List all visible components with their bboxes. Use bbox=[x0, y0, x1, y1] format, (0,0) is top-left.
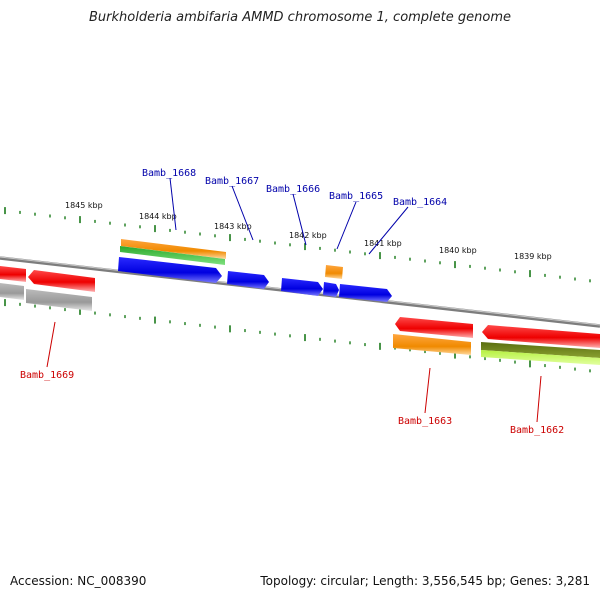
accession-text: Accession: NC_008390 bbox=[10, 574, 147, 588]
gene-bamb-1669-feature[interactable] bbox=[0, 266, 95, 311]
gene-bamb-1665-feature[interactable] bbox=[323, 265, 343, 297]
leader-line-bamb-1668 bbox=[169, 177, 177, 231]
gene-bamb-1666-feature[interactable] bbox=[281, 278, 323, 296]
leader-line-bamb-1663 bbox=[424, 367, 431, 414]
leader-line-bamb-1665 bbox=[336, 201, 357, 250]
gene-bamb-1663-feature[interactable] bbox=[393, 317, 473, 355]
gene-bamb-1668-feature[interactable] bbox=[118, 239, 226, 283]
gene-bamb-1664-feature[interactable] bbox=[339, 284, 392, 302]
leader-line-bamb-1662 bbox=[536, 375, 542, 423]
kbp-label: 1839 kbp bbox=[514, 252, 552, 261]
topology-summary-text: Topology: circular; Length: 3,556,545 bp… bbox=[260, 574, 590, 588]
gene-label-bamb-1664[interactable]: Bamb_1664 bbox=[393, 197, 447, 208]
kbp-label: 1840 kbp bbox=[439, 246, 477, 255]
leader-line-bamb-1667 bbox=[231, 185, 254, 241]
gene-label-bamb-1667[interactable]: Bamb_1667 bbox=[205, 176, 259, 187]
gene-bamb-1667-feature[interactable] bbox=[227, 271, 269, 289]
map-title: Burkholderia ambifaria AMMD chromosome 1… bbox=[88, 10, 512, 25]
kbp-label: 1845 kbp bbox=[65, 201, 103, 210]
kbp-label: 1841 kbp bbox=[364, 239, 402, 248]
tick-row-upper bbox=[4, 207, 591, 283]
leader-line-bamb-1669 bbox=[46, 321, 56, 368]
kbp-label: 1844 kbp bbox=[139, 212, 177, 221]
gene-label-bamb-1668[interactable]: Bamb_1668 bbox=[142, 168, 196, 179]
gene-label-bamb-1663[interactable]: Bamb_1663 bbox=[398, 416, 452, 427]
gene-label-bamb-1662[interactable]: Bamb_1662 bbox=[510, 425, 564, 436]
gene-label-bamb-1666[interactable]: Bamb_1666 bbox=[266, 184, 320, 195]
leader-line-bamb-1666 bbox=[292, 193, 307, 246]
kbp-label: 1842 kbp bbox=[289, 231, 327, 240]
kbp-label: 1843 kbp bbox=[214, 222, 252, 231]
leader-line-bamb-1664 bbox=[368, 206, 409, 255]
gene-bamb-1662-feature[interactable] bbox=[481, 325, 600, 365]
gene-label-bamb-1669[interactable]: Bamb_1669 bbox=[20, 370, 74, 381]
gene-label-bamb-1665[interactable]: Bamb_1665 bbox=[329, 191, 383, 202]
